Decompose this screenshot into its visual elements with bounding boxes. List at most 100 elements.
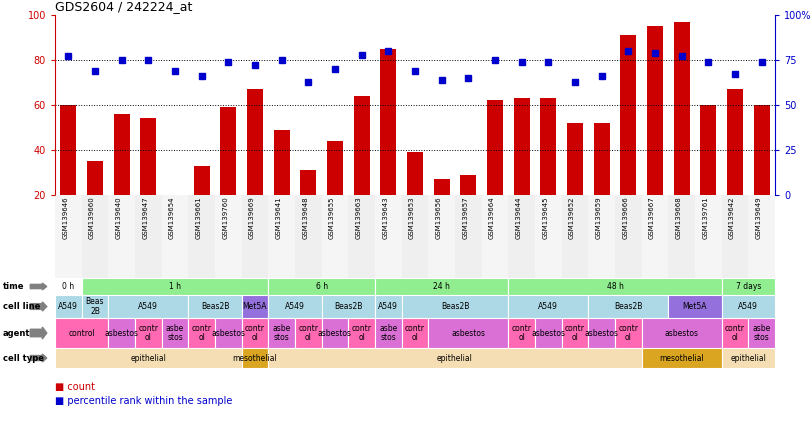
Bar [189,195,215,278]
Text: GSM139761: GSM139761 [702,197,708,239]
Bar [402,195,428,278]
Text: contr
ol: contr ol [565,324,585,342]
Text: contr
ol: contr ol [245,324,265,342]
Bar [322,195,348,278]
Text: GDS2604 / 242224_at: GDS2604 / 242224_at [55,0,193,13]
Text: ■ percentile rank within the sample: ■ percentile rank within the sample [55,396,232,406]
FancyArrow shape [30,283,47,290]
Text: GSM139644: GSM139644 [516,197,522,239]
Text: GSM139666: GSM139666 [622,197,629,239]
Text: 24 h: 24 h [433,282,450,291]
Bar [509,295,588,318]
Bar [615,195,642,278]
Bar [113,114,130,195]
Text: asbestos: asbestos [585,329,619,337]
Bar [295,195,322,278]
Text: GSM139667: GSM139667 [649,197,655,239]
Text: epithelial: epithelial [130,353,166,362]
Text: A549: A549 [539,302,558,311]
Text: GSM139640: GSM139640 [116,197,121,239]
Bar [561,195,588,278]
Bar [162,318,189,348]
Text: asbestos: asbestos [211,329,245,337]
Text: asbestos: asbestos [318,329,352,337]
Bar [55,278,82,295]
Text: GSM139661: GSM139661 [196,197,202,239]
Text: Beas2B: Beas2B [441,302,469,311]
Text: GSM139655: GSM139655 [329,197,335,239]
Bar [588,318,615,348]
Text: A549: A549 [285,302,305,311]
Text: contr
ol: contr ol [352,324,372,342]
Bar [674,22,689,195]
Bar [82,278,268,295]
Text: GSM139669: GSM139669 [249,197,255,239]
Text: 6 h: 6 h [316,282,328,291]
Bar [55,295,82,318]
Bar [722,278,775,295]
Bar [722,195,748,278]
Bar [189,318,215,348]
Bar [402,295,509,318]
Text: Beas2B: Beas2B [614,302,642,311]
Text: GSM139760: GSM139760 [222,197,228,239]
Bar [295,318,322,348]
Bar [348,195,375,278]
Bar [135,195,162,278]
Text: GSM139664: GSM139664 [489,197,495,239]
Text: GSM139643: GSM139643 [382,197,388,239]
Bar [753,105,770,195]
Text: GSM139646: GSM139646 [62,197,68,239]
Bar [354,96,369,195]
Bar [348,318,375,348]
Bar [274,130,290,195]
Text: GSM139654: GSM139654 [169,197,175,239]
Bar [87,161,103,195]
Bar [455,195,482,278]
Bar [381,49,396,195]
Bar [215,318,241,348]
Bar [268,348,642,368]
Text: ■ count: ■ count [55,382,95,392]
Text: contr
ol: contr ol [298,324,318,342]
Text: epithelial: epithelial [731,353,766,362]
Bar [241,318,268,348]
Text: contr
ol: contr ol [512,324,531,342]
Text: contr
ol: contr ol [618,324,638,342]
Bar [748,318,775,348]
Text: GSM139641: GSM139641 [275,197,282,239]
Text: asbe
stos: asbe stos [379,324,398,342]
Bar [60,105,76,195]
Bar [109,295,189,318]
Bar [194,166,210,195]
Bar [375,195,402,278]
Text: Met5A: Met5A [243,302,267,311]
Bar [748,195,775,278]
Text: contr
ol: contr ol [139,324,158,342]
Bar [189,295,241,318]
Text: asbe
stos: asbe stos [752,324,771,342]
Bar [509,195,535,278]
Bar [241,348,268,368]
Bar [109,195,135,278]
Text: A549: A549 [58,302,79,311]
Bar [509,318,535,348]
Bar [460,175,476,195]
Bar [668,295,722,318]
Text: GSM139645: GSM139645 [543,197,548,239]
Text: cell type: cell type [2,353,44,362]
Text: A549: A549 [139,302,158,311]
Bar [55,195,82,278]
Bar [509,278,722,295]
Text: A549: A549 [739,302,758,311]
Text: time: time [2,282,24,291]
Bar [55,318,109,348]
Bar [55,348,241,368]
Bar [722,318,748,348]
Text: control: control [68,329,95,337]
Bar [301,170,317,195]
Bar [540,98,556,195]
Bar [535,318,561,348]
Text: GSM139668: GSM139668 [676,197,682,239]
Bar [514,98,530,195]
